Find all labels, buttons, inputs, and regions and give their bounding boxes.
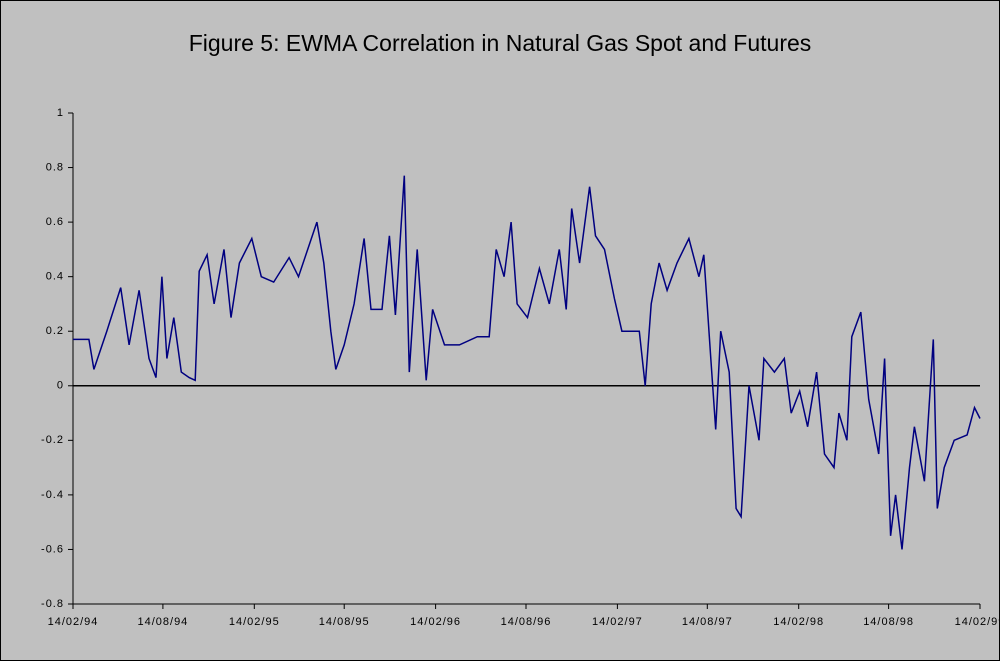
x-tick-label: 14/02/94 bbox=[48, 616, 99, 628]
y-tick-label: -0.8 bbox=[41, 598, 64, 610]
y-tick-label: 0.8 bbox=[46, 161, 64, 173]
y-tick-label: 0.2 bbox=[46, 325, 64, 337]
y-tick-label: 1 bbox=[57, 107, 64, 119]
chart-title: Figure 5: EWMA Correlation in Natural Ga… bbox=[189, 30, 812, 56]
plot-area: -0.8 -0.6 -0.4 -0.2 0 0.2 0.4 0.6 0.8 1 14/02/94 14… bbox=[41, 107, 1000, 628]
data-line bbox=[73, 175, 981, 550]
y-tick-label: -0.4 bbox=[41, 489, 64, 501]
x-tick-label: 14/08/94 bbox=[137, 616, 188, 628]
y-tick-label: 0.6 bbox=[46, 216, 64, 228]
y-tick-label: -0.2 bbox=[41, 434, 64, 446]
x-tick-label: 14/02/96 bbox=[410, 616, 461, 628]
x-tick-label: 14/02/98 bbox=[773, 616, 824, 628]
y-tick-label: 0 bbox=[57, 380, 64, 392]
y-tick-label: 0.4 bbox=[46, 271, 64, 283]
x-tick-label: 14/08/96 bbox=[501, 616, 552, 628]
x-tick-label: 14/08/97 bbox=[682, 616, 733, 628]
x-tick-label: 14/08/95 bbox=[319, 616, 370, 628]
y-tick-label: -0.6 bbox=[41, 543, 64, 555]
x-tick-label: 14/02/99 bbox=[955, 616, 1000, 628]
x-tick-label: 14/02/97 bbox=[592, 616, 643, 628]
x-tick-label: 14/08/98 bbox=[863, 616, 914, 628]
x-tick-label: 14/02/95 bbox=[229, 616, 280, 628]
